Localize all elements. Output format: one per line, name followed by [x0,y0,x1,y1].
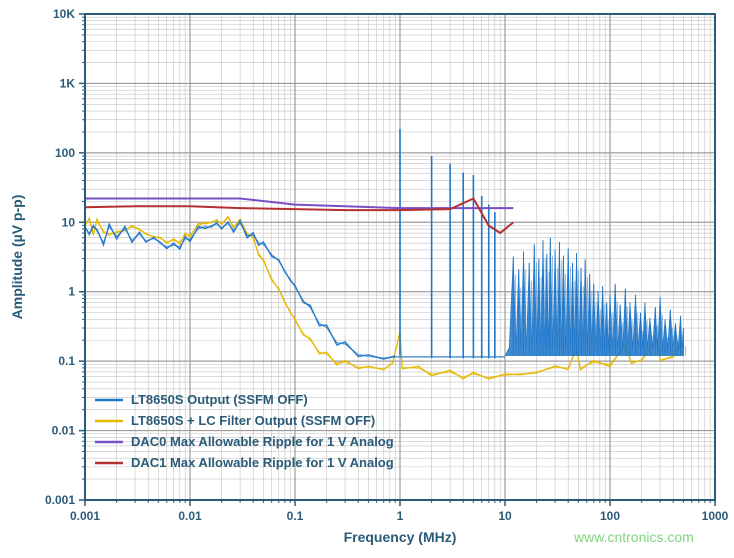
legend-item-label: DAC1 Max Allowable Ripple for 1 V Analog [131,455,394,470]
x-tick-label: 1000 [702,509,729,523]
x-tick-label: 1 [397,509,404,523]
x-tick-label: 0.01 [178,509,202,523]
y-axis-label: Amplitude (µV p-p) [9,195,25,320]
y-tick-label: 0.1 [58,354,75,368]
legend-item-label: LT8650S Output (SSFM OFF) [131,392,308,407]
x-tick-label: 100 [600,509,620,523]
x-tick-label: 0.001 [70,509,100,523]
y-tick-label: 1 [68,285,75,299]
legend-item-label: DAC0 Max Allowable Ripple for 1 V Analog [131,434,394,449]
y-tick-label: 10K [53,7,75,21]
y-tick-label: 0.001 [45,493,75,507]
legend-item-label: LT8650S + LC Filter Output (SSFM OFF) [131,413,375,428]
y-tick-label: 1K [60,76,76,90]
y-tick-label: 0.01 [52,424,76,438]
noise-spectrum-chart: 0.001 0.01 0.1 1 10 100 1000 0.001 0.01 0.1 1 10 100… [0,0,734,558]
y-tick-label: 100 [55,146,75,160]
x-tick-label: 10 [498,509,512,523]
watermark: www.cntronics.com [573,529,694,545]
x-axis-label: Frequency (MHz) [344,529,457,545]
x-tick-label: 0.1 [287,509,304,523]
y-tick-label: 10 [62,215,76,229]
